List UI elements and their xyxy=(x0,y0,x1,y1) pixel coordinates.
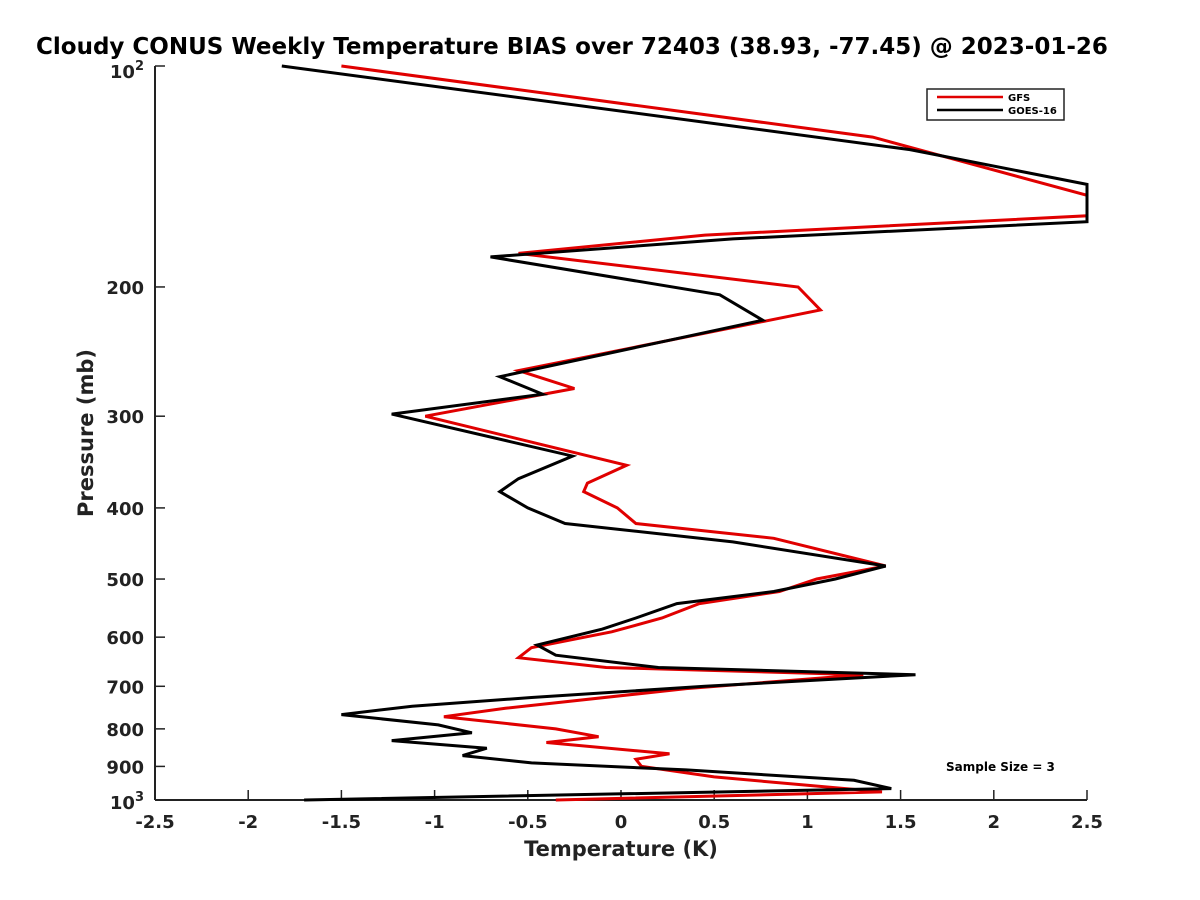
x-tick-label: -1.5 xyxy=(322,812,361,833)
y-tick-top-label: 102 xyxy=(110,59,144,83)
y-axis-label: Pressure (mb) xyxy=(74,349,98,517)
y-tick-label: 500 xyxy=(106,570,144,591)
y-tick-label: 300 xyxy=(106,407,144,428)
legend: GFS GOES-16 xyxy=(926,88,1065,121)
plot-axes xyxy=(154,66,1087,801)
y-tick-label: 700 xyxy=(106,677,144,698)
y-tick-label: 800 xyxy=(106,720,144,741)
y-tick-label: 200 xyxy=(106,278,144,299)
legend-label-gfs: GFS xyxy=(1008,93,1030,104)
x-tick-label: 1 xyxy=(801,812,814,833)
series-line-goes16 xyxy=(281,64,1089,802)
y-axis-ticks: 200 300 400 500 600 700 800 900 xyxy=(106,65,165,801)
x-axis-ticks: -2.5 -2 -1.5 -1 -0.5 0 0.5 1 1.5 2 2.5 xyxy=(135,790,1103,833)
x-tick-label: -1 xyxy=(425,812,445,833)
x-tick-label: -2.5 xyxy=(135,812,174,833)
x-tick-label: -2 xyxy=(238,812,258,833)
series-line-gfs xyxy=(341,64,1089,802)
x-tick-label: 2.5 xyxy=(1071,812,1103,833)
y-tick-label: 900 xyxy=(106,757,144,778)
series-lines xyxy=(281,64,1089,802)
x-tick-label: 0.5 xyxy=(698,812,730,833)
legend-box xyxy=(926,88,1065,121)
x-tick-label: 0 xyxy=(615,812,628,833)
x-tick-label: 1.5 xyxy=(885,812,917,833)
legend-label-goes16: GOES-16 xyxy=(1008,106,1057,117)
x-tick-label: -0.5 xyxy=(508,812,547,833)
x-tick-label: 2 xyxy=(988,812,1001,833)
y-tick-label: 400 xyxy=(106,499,144,520)
x-axis-label: Temperature (K) xyxy=(524,837,718,861)
y-tick-label: 600 xyxy=(106,628,144,649)
sample-size-annotation: Sample Size = 3 xyxy=(946,760,1055,774)
chart-title: Cloudy CONUS Weekly Temperature BIAS ove… xyxy=(36,34,1108,60)
y-tick-bottom-label: 103 xyxy=(110,790,144,814)
